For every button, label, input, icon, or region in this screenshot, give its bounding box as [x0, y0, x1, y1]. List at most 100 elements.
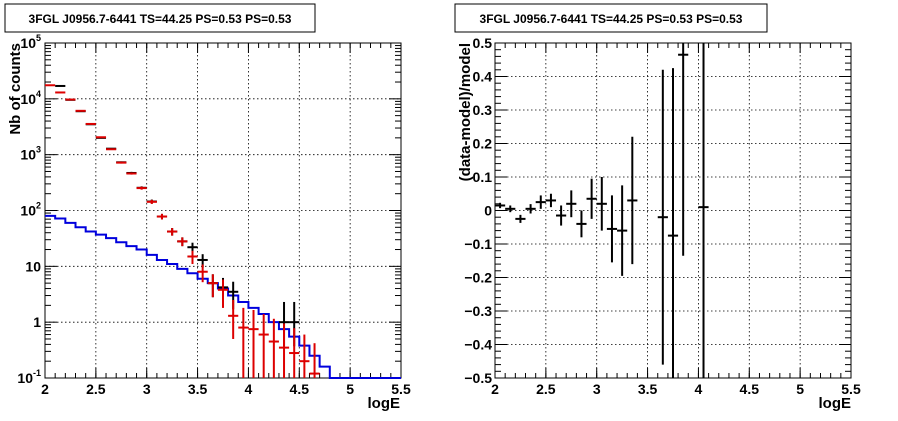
- y-tick-exponent: -1: [33, 368, 41, 378]
- black-data-point: [586, 178, 597, 219]
- black-data-point: [657, 69, 668, 365]
- red-data-point: [146, 199, 157, 204]
- black-data-point: [627, 136, 638, 265]
- red-data-point: [136, 186, 147, 190]
- residual-x-tick-labels: 2 2.5 3 3.5 4 4.5 5 5.5: [491, 381, 861, 397]
- y-tick-exponent: 4: [36, 89, 41, 99]
- y-tick-exponent: 3: [36, 145, 41, 155]
- y-tick-label: 10: [25, 258, 41, 274]
- black-data-point: [566, 190, 577, 218]
- y-tick-label: 0.2: [473, 136, 493, 152]
- x-tick-label: 3: [143, 381, 151, 397]
- y-tick-label: 10-1: [17, 368, 41, 386]
- y-tick-label: 0.3: [473, 102, 493, 118]
- red-data-point: [299, 334, 310, 378]
- red-data-point: [106, 148, 117, 151]
- x-tick-label: 5: [346, 381, 354, 397]
- residual-ticks: [494, 42, 852, 379]
- red-data-point: [268, 318, 279, 378]
- y-tick-label: 105: [20, 33, 41, 51]
- black-data-point: [535, 195, 546, 209]
- y-tick-base: 10: [25, 258, 41, 274]
- y-tick-label: 104: [20, 89, 41, 107]
- counts-panel: 3FGL J0956.7-6441 TS=44.25 PS=0.53 PS=0.…: [4, 3, 411, 412]
- x-tick-label: 4: [695, 381, 703, 397]
- red-data-point: [278, 323, 290, 378]
- y-tick-label: −0.1: [464, 236, 492, 252]
- y-tick-base: 10: [17, 370, 33, 386]
- x-tick-label: 2: [491, 381, 499, 397]
- x-tick-label: 5.5: [391, 381, 411, 397]
- black-data-point: [596, 177, 607, 231]
- y-tick-base: 10: [20, 203, 36, 219]
- x-tick-label: 2.5: [536, 381, 556, 397]
- red-data-point: [309, 343, 320, 378]
- black-data-point: [617, 185, 628, 276]
- x-tick-label: 4: [245, 381, 253, 397]
- residual-y-axis-label: (data-model)/model: [457, 43, 474, 181]
- x-tick-label: 5: [796, 381, 804, 397]
- red-data-point: [116, 161, 127, 164]
- black-data-point: [667, 68, 679, 378]
- red-data-point: [156, 213, 168, 220]
- red-data-point: [177, 237, 188, 247]
- x-tick-label: 4.5: [290, 381, 310, 397]
- y-tick-base: 10: [20, 91, 36, 107]
- red-data-point: [289, 328, 300, 378]
- red-data-point: [187, 250, 198, 265]
- red-data-point: [85, 122, 96, 125]
- y-tick-label: 102: [20, 201, 41, 219]
- red-data-point: [197, 264, 208, 283]
- residual-y-tick-labels: −0.5 −0.4 −0.3 −0.2 −0.1 0 0.1 0.2 0.3 0.4 0.5: [464, 35, 492, 386]
- red-data-point: [248, 310, 259, 378]
- y-tick-exponent: 2: [36, 201, 41, 211]
- black-data-point: [495, 202, 506, 209]
- red-data-point: [228, 299, 239, 339]
- x-tick-label: 2: [41, 381, 49, 397]
- y-tick-base: 10: [20, 35, 36, 51]
- residual-x-axis-label: logE: [819, 395, 852, 412]
- counts-title-box: [4, 3, 316, 33]
- black-data-point: [525, 204, 536, 214]
- black-data-point: [576, 210, 587, 238]
- y-tick-label: −0.4: [464, 337, 492, 353]
- black-data-point: [515, 214, 526, 223]
- counts-y-axis-label: Nb of counts: [7, 43, 24, 135]
- y-tick-label: 0.1: [473, 169, 493, 185]
- x-tick-label: 3.5: [188, 381, 208, 397]
- y-tick-label: 0: [484, 203, 492, 219]
- x-tick-label: 5.5: [841, 381, 861, 397]
- red-data-point: [126, 172, 137, 175]
- black-data-point: [606, 195, 618, 263]
- red-data-point: [258, 314, 269, 378]
- counts-grid: [45, 43, 401, 378]
- red-data-point: [95, 136, 107, 139]
- residual-title-box: [454, 3, 768, 33]
- red-data-point: [238, 307, 249, 378]
- x-tick-label: 3.5: [638, 381, 658, 397]
- residual-title: 3FGL J0956.7-6441 TS=44.25 PS=0.53 PS=0.…: [480, 12, 743, 26]
- y-tick-label: −0.5: [464, 370, 492, 386]
- black-data-point: [545, 193, 557, 208]
- black-data-point: [505, 205, 516, 213]
- y-tick-exponent: 5: [36, 33, 41, 43]
- black-data-point: [678, 43, 689, 256]
- x-tick-label: 4.5: [740, 381, 760, 397]
- black-data-point: [556, 205, 567, 226]
- y-tick-base: 10: [20, 147, 36, 163]
- red-data-point: [207, 274, 218, 298]
- y-tick-label: 103: [20, 145, 41, 163]
- x-tick-label: 2.5: [86, 381, 106, 397]
- red-data-point: [75, 109, 86, 112]
- counts-series: [45, 84, 401, 379]
- residual-grid: [495, 43, 851, 378]
- residual-series: [495, 43, 709, 378]
- y-tick-label: 0.5: [473, 35, 493, 51]
- y-tick-label: −0.3: [464, 303, 492, 319]
- black-data-point: [698, 43, 709, 378]
- red-data-point: [167, 228, 178, 236]
- counts-x-tick-labels: 2 2.5 3 3.5 4 4.5 5 5.5: [41, 381, 411, 397]
- y-tick-label: 0.4: [473, 69, 493, 85]
